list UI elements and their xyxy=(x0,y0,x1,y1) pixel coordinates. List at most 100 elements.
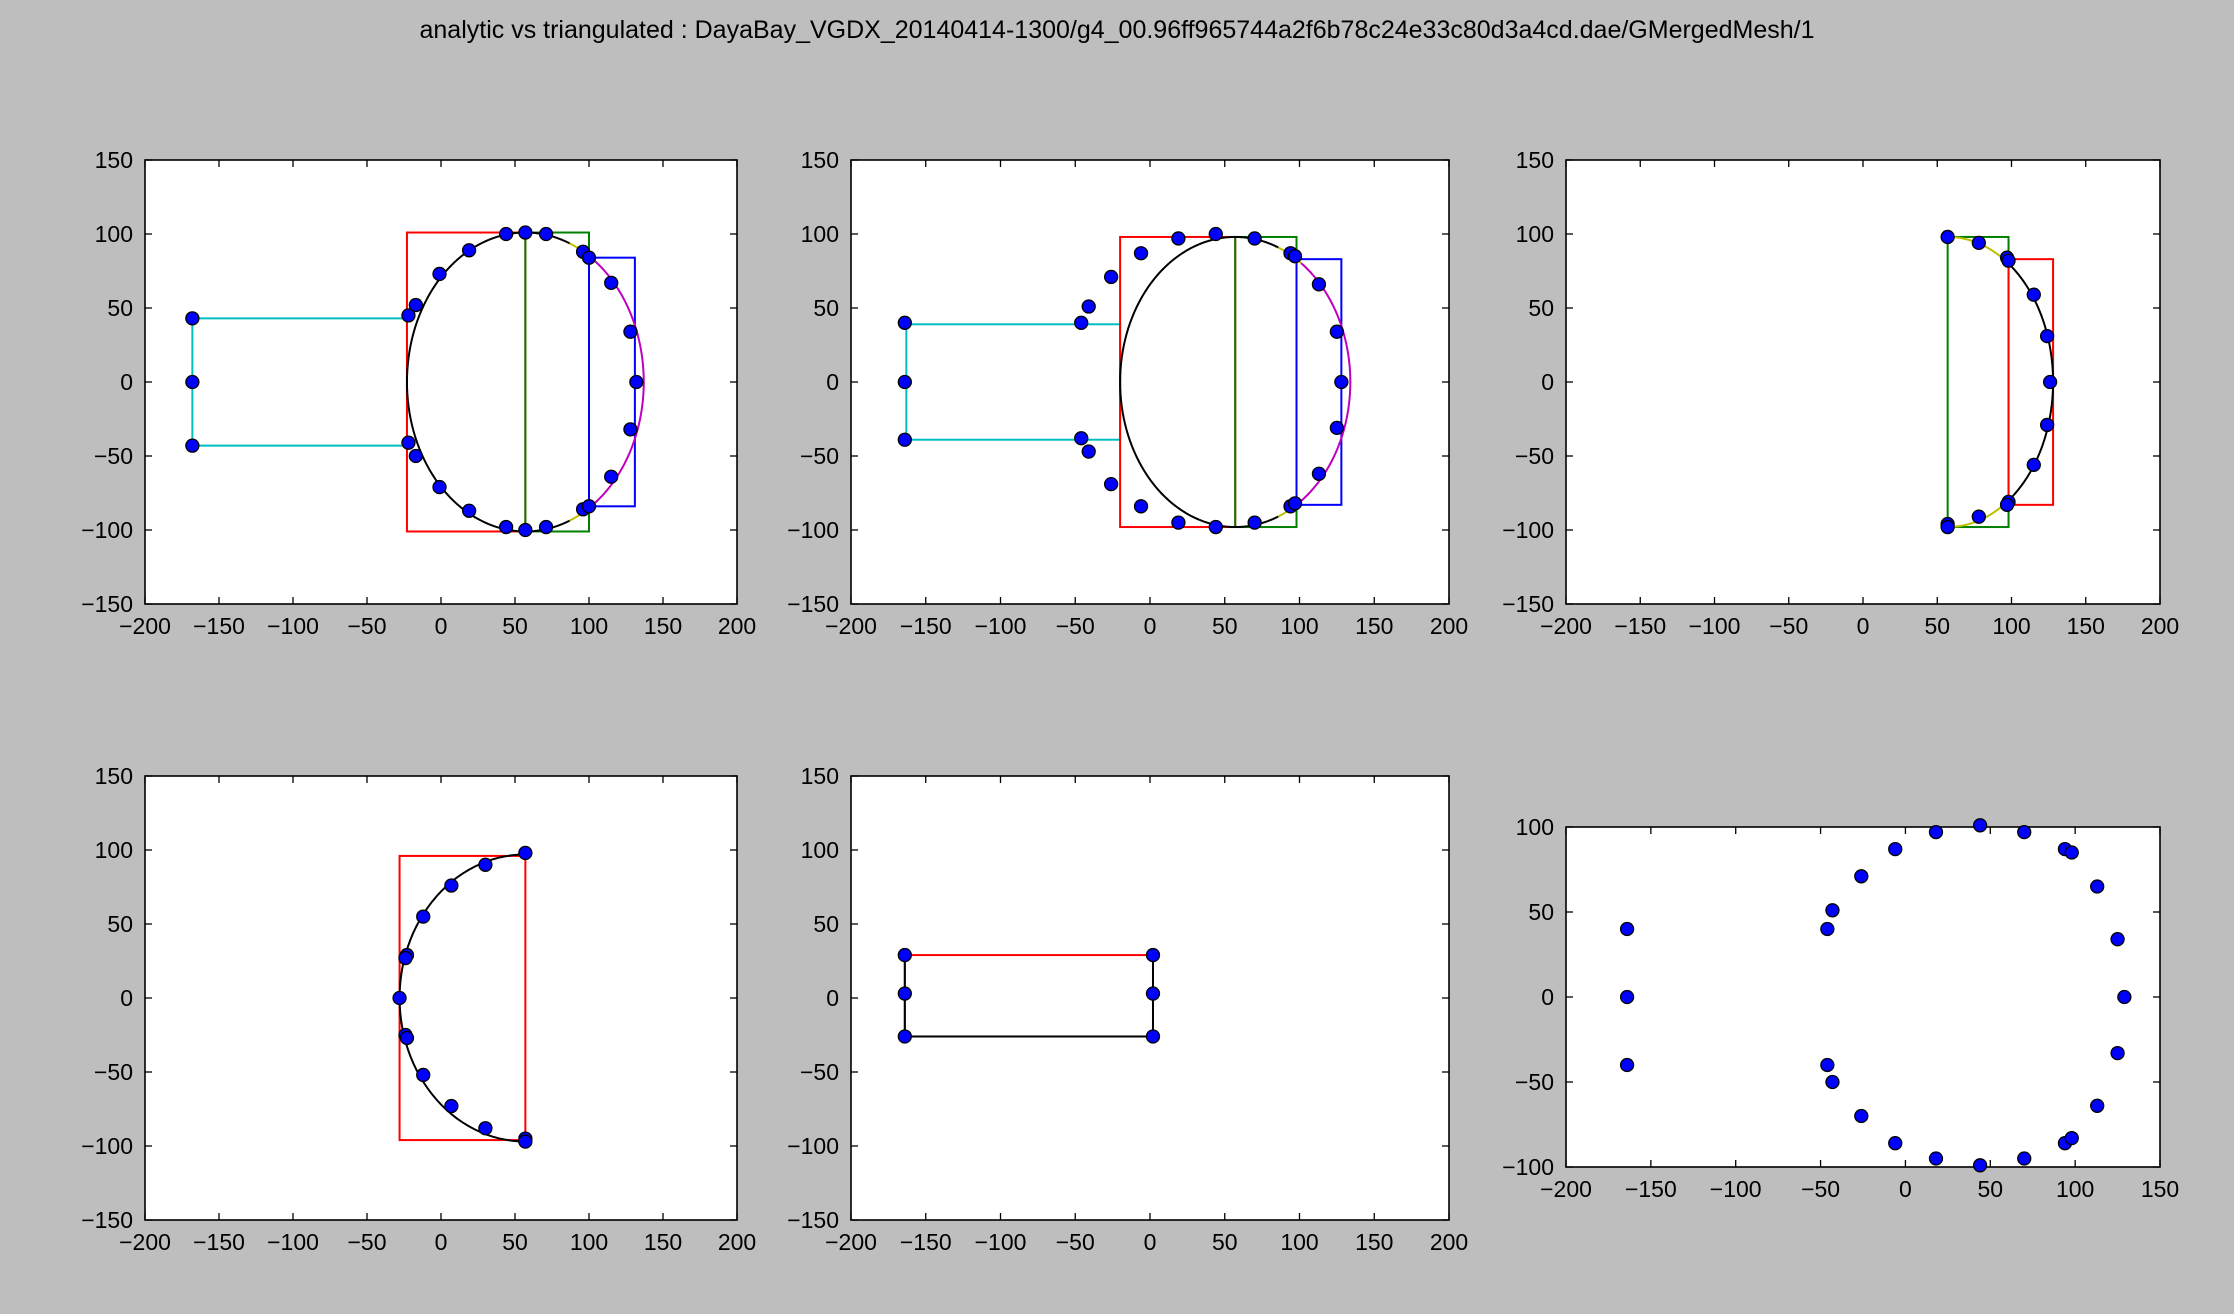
panel-bottom-right: −200 −150 −100 −50 0 50 100 150 −100 −50 0 50 100 xyxy=(1502,814,2179,1202)
data-point xyxy=(1145,947,1161,963)
y-tick-label: −150 xyxy=(1502,591,1554,617)
axis-ticks xyxy=(144,775,738,1221)
data-point xyxy=(1074,431,1089,446)
x-tick-label: 50 xyxy=(1212,613,1238,639)
y-tick-label: −100 xyxy=(1502,517,1554,543)
data-point xyxy=(185,374,200,390)
x-tick-label: −150 xyxy=(900,613,952,639)
x-tick-label: 100 xyxy=(1992,613,2030,639)
y-tick-label: −150 xyxy=(81,591,133,617)
x-tick-label: 0 xyxy=(1144,613,1157,639)
data-point xyxy=(444,1098,459,1114)
y-tick-label: 150 xyxy=(95,763,133,789)
panel-top-right: −200 −150 −100 −50 0 50 100 150 200−150−100−5005… xyxy=(1502,147,2179,639)
y-tick-label: −150 xyxy=(787,1207,839,1233)
x-tick-label: −200 xyxy=(1540,613,1592,639)
data-point xyxy=(432,479,447,495)
x-tick-label: −200 xyxy=(119,613,171,639)
data-point xyxy=(392,990,407,1006)
panel-bottom-middle: −200 −150 −100 −50 0 50 100 150 200−150−100−5005… xyxy=(787,763,1468,1255)
data-point xyxy=(498,519,514,535)
data-point xyxy=(538,226,554,242)
outline-arc xyxy=(1300,262,1352,502)
data-point xyxy=(185,311,200,326)
data-point xyxy=(2110,1045,2125,1061)
y-tick-label: 0 xyxy=(1541,369,1554,395)
plot-content xyxy=(185,225,645,538)
figure-title: analytic vs triangulated : DayaBay_VGDX_… xyxy=(419,16,1814,44)
data-point xyxy=(1145,986,1161,1001)
x-tick-label: 100 xyxy=(1280,1229,1318,1255)
data-point xyxy=(2017,824,2032,840)
x-tick-label: 0 xyxy=(1899,1176,1912,1202)
y-tick-label: 50 xyxy=(107,911,133,937)
data-point xyxy=(2064,845,2079,860)
x-tick-label: 200 xyxy=(718,613,756,639)
data-point xyxy=(1854,869,1869,884)
data-point xyxy=(2026,287,2041,302)
data-point xyxy=(2117,989,2132,1005)
outline-arc xyxy=(592,258,645,506)
plot-area xyxy=(144,159,738,605)
x-tick-label: 150 xyxy=(644,1229,682,1255)
y-tick-label: −100 xyxy=(787,517,839,543)
y-tick-label: −50 xyxy=(800,443,839,469)
y-tick-label: 100 xyxy=(801,837,839,863)
axis-ticks xyxy=(144,159,738,605)
y-tick-label: −50 xyxy=(94,1059,133,1085)
x-tick-label: −200 xyxy=(825,1229,877,1255)
data-point xyxy=(1329,420,1345,436)
x-tick-label: −50 xyxy=(1769,613,1808,639)
data-point xyxy=(1972,818,1988,833)
x-tick-label: 150 xyxy=(644,613,682,639)
x-tick-label: −150 xyxy=(193,1229,245,1255)
data-point xyxy=(1287,496,1303,511)
data-point xyxy=(408,448,423,464)
data-point xyxy=(1074,315,1089,330)
axis-ticks xyxy=(850,159,1450,605)
y-tick-label: −150 xyxy=(81,1207,133,1233)
data-point xyxy=(897,432,912,447)
data-point xyxy=(2039,417,2055,433)
data-point xyxy=(1928,1151,1944,1166)
x-tick-label: −150 xyxy=(900,1229,952,1255)
data-point xyxy=(2064,1130,2079,1146)
x-tick-label: 50 xyxy=(1212,1229,1238,1255)
data-point xyxy=(1334,374,1349,390)
data-point xyxy=(398,950,413,966)
data-point xyxy=(897,1029,912,1044)
panel-top-left: −200 −150 −100 −50 0 50 100 150 200−150−100−5005… xyxy=(81,147,756,639)
data-point xyxy=(1247,515,1262,530)
data-point xyxy=(416,1067,431,1083)
y-tick-label: 100 xyxy=(95,221,133,247)
axis-ticks xyxy=(1565,826,2161,1168)
data-point xyxy=(2017,1151,2032,1166)
data-point xyxy=(1247,231,1262,246)
data-point xyxy=(1311,277,1327,292)
outline-arc xyxy=(1119,243,1201,521)
data-point xyxy=(1619,1057,1635,1073)
x-tick-label: −150 xyxy=(1614,613,1666,639)
y-tick-label: 150 xyxy=(95,147,133,173)
data-point xyxy=(623,324,638,339)
x-tick-label: 150 xyxy=(1355,613,1393,639)
data-point xyxy=(1971,235,1986,251)
data-point xyxy=(478,1121,493,1136)
data-point xyxy=(461,503,477,518)
data-point xyxy=(1329,324,1345,339)
data-point xyxy=(629,374,644,390)
data-point xyxy=(2042,374,2058,390)
y-tick-label: 0 xyxy=(120,369,133,395)
data-point xyxy=(1940,519,1955,535)
x-tick-label: −50 xyxy=(1056,1229,1095,1255)
axis-ticks xyxy=(1565,159,2161,605)
y-tick-label: 50 xyxy=(1528,295,1554,321)
data-point xyxy=(1103,269,1119,285)
data-point xyxy=(581,499,597,514)
x-tick-label: −100 xyxy=(1710,1176,1762,1202)
data-point xyxy=(897,986,912,1001)
x-tick-label: −50 xyxy=(347,613,386,639)
x-tick-label: −100 xyxy=(267,613,319,639)
data-point xyxy=(1825,903,1840,918)
